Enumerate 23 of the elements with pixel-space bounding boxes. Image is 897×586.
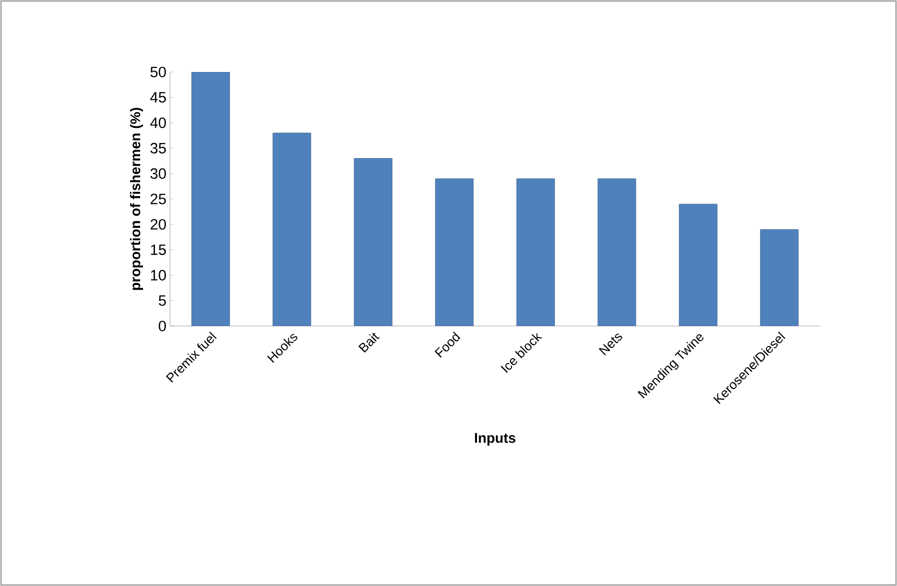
bar (516, 178, 555, 326)
y-tick-label: 35 (150, 142, 166, 154)
bar (760, 229, 799, 326)
y-tick-label: 20 (150, 219, 166, 230)
y-tick-label: 25 (150, 194, 166, 204)
x-axis-title: Inputs (475, 433, 516, 446)
y-tick-label: 50 (150, 66, 166, 78)
y-tick-label: 5 (158, 295, 166, 306)
x-tick-label: Bait (358, 332, 380, 353)
y-tick-label: 40 (150, 117, 166, 128)
bar (598, 178, 636, 326)
y-tick-label: 15 (151, 244, 166, 255)
x-tick-label: Nets (598, 334, 622, 356)
bar (354, 158, 392, 326)
bar (191, 72, 230, 326)
y-tick-label: 30 (150, 168, 166, 179)
bar (435, 178, 474, 326)
y-tick-label: 45 (150, 92, 166, 103)
bar (272, 132, 312, 326)
y-axis-title: proportion of fishermen (%) (130, 108, 144, 290)
y-tick-label: 10 (151, 270, 166, 280)
y-tick-label: 0 (158, 320, 166, 332)
bar (678, 204, 718, 326)
